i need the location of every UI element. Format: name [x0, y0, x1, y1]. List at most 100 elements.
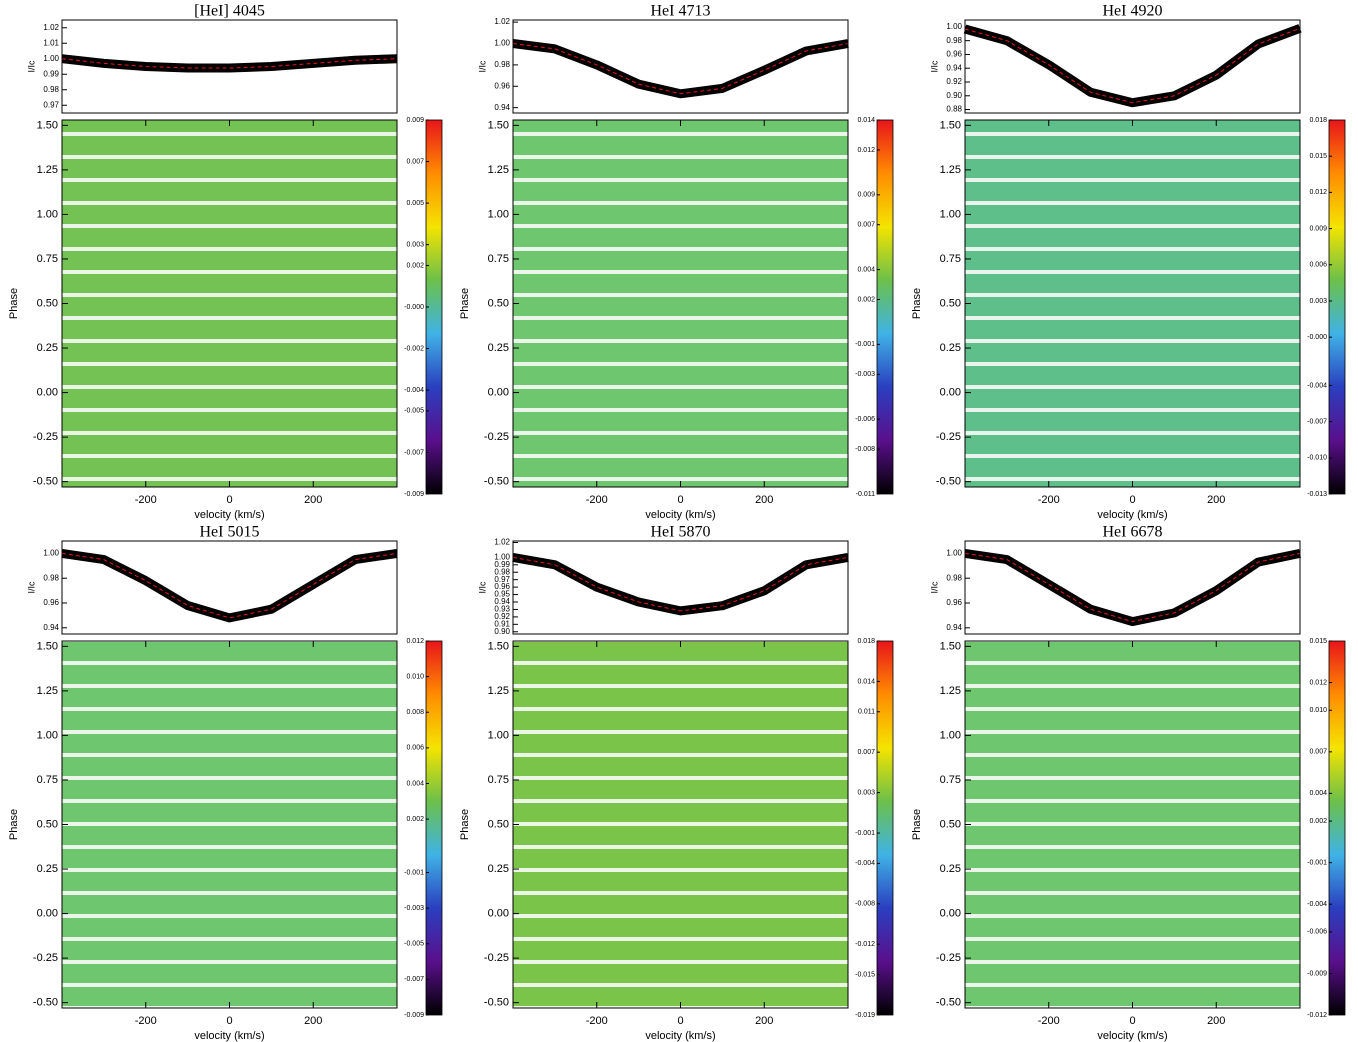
y-tick-label: 0.94 — [494, 597, 510, 606]
colorbar-tick-label: -0.001 — [855, 341, 875, 348]
y-axis-label: Phase — [8, 288, 20, 319]
y-tick-label: 0.93 — [494, 605, 510, 614]
colorbar — [1328, 119, 1346, 495]
x-axis-label: velocity (km/s) — [194, 1030, 264, 1042]
plot-frame — [61, 119, 398, 488]
colorbar-tick-label: 0.006 — [406, 745, 424, 752]
colorbar-tick-label: 0.011 — [858, 709, 875, 716]
y-tick-label: 1.25 — [488, 164, 509, 176]
profile-band — [61, 548, 398, 623]
y-tick-label: 1.50 — [488, 640, 509, 652]
mean-profile — [61, 58, 398, 69]
data-gaps — [965, 120, 1300, 487]
y-tick-label: -0.50 — [484, 476, 509, 488]
y-tick-label: 0.90 — [494, 627, 510, 636]
y-tick-label: 0.97 — [494, 575, 510, 584]
colorbar-tick-label: 0.007 — [1309, 749, 1327, 756]
y-tick-label: 0.75 — [488, 253, 509, 265]
x-tick-label: 200 — [304, 494, 322, 506]
profile-band — [964, 548, 1301, 627]
y-tick-label: -0.50 — [33, 476, 58, 488]
x-tick-label: -200 — [1038, 494, 1060, 506]
colorbar-tick-label: 0.004 — [857, 266, 875, 273]
y-tick-label: -0.25 — [484, 952, 509, 964]
plot-frame — [964, 540, 1301, 635]
y-tick-label: 0.94 — [43, 623, 59, 632]
x-tick-label: 0 — [677, 1015, 683, 1027]
colorbar-tick-label: -0.015 — [855, 971, 875, 978]
plot-frame — [964, 19, 1301, 114]
y-tick-label: 0.75 — [940, 253, 961, 265]
plot-frame — [512, 540, 849, 635]
colorbar-tick-label: -0.001 — [855, 830, 875, 837]
y-tick-label: 0.00 — [940, 386, 961, 398]
y-tick-label: 0.75 — [940, 774, 961, 786]
y-axis-label: Phase — [459, 288, 471, 319]
colorbar-tick-label: -0.000 — [1307, 334, 1327, 341]
y-tick-label: 0.96 — [494, 81, 510, 90]
colorbar-tick-label: -0.012 — [855, 941, 875, 948]
panel-title: [HeI] 4045 — [194, 3, 265, 20]
colorbar-tick-label: 0.003 — [1309, 298, 1327, 305]
x-tick-label: -200 — [1038, 1015, 1060, 1027]
colorbar-tick-label: 0.007 — [857, 222, 875, 229]
y-tick-label: 0.00 — [940, 907, 961, 919]
y-axis-label: I/Ic — [26, 581, 36, 594]
colorbar-tick-label: 0.004 — [406, 780, 424, 787]
y-tick-label: 1.00 — [488, 208, 509, 220]
colorbar-tick-label: 0.015 — [1309, 638, 1327, 645]
y-tick-label: -0.25 — [484, 431, 509, 443]
data-gaps — [965, 641, 1300, 1008]
x-tick-label: 0 — [677, 494, 683, 506]
plot-frame — [512, 19, 849, 114]
colorbar-tick-label: 0.010 — [1309, 707, 1327, 714]
y-tick-label: -0.50 — [936, 997, 961, 1009]
y-tick-label: 1.00 — [43, 549, 59, 558]
colorbar — [1328, 640, 1346, 1016]
colorbar-tick-label: 0.014 — [857, 117, 875, 124]
y-tick-label: 1.00 — [37, 208, 58, 220]
colorbar-tick-label: -0.000 — [404, 304, 424, 311]
y-tick-label: 0.00 — [488, 386, 509, 398]
colorbar-tick-label: 0.015 — [1309, 153, 1327, 160]
mean-profile — [512, 43, 849, 95]
x-axis-label: velocity (km/s) — [194, 509, 264, 521]
y-tick-label: 1.01 — [43, 38, 59, 47]
colorbar-tick-label: -0.008 — [855, 901, 875, 908]
y-tick-label: 1.25 — [37, 164, 58, 176]
x-axis-label: velocity (km/s) — [1097, 1030, 1167, 1042]
y-tick-label: 0.94 — [946, 63, 962, 72]
y-tick-label: -0.25 — [936, 431, 961, 443]
colorbar-tick-label: -0.004 — [1307, 382, 1327, 389]
x-tick-label: -200 — [586, 1015, 608, 1027]
y-tick-label: 1.00 — [37, 729, 58, 741]
y-tick-label: 1.50 — [940, 119, 961, 131]
y-tick-label: -0.50 — [484, 997, 509, 1009]
y-tick-label: 0.00 — [37, 907, 58, 919]
data-gaps — [62, 120, 397, 487]
colorbar-tick-label: 0.012 — [1309, 189, 1327, 196]
y-axis-label: Phase — [911, 288, 923, 319]
colorbar — [876, 119, 894, 495]
colorbar-tick-label: -0.005 — [404, 941, 424, 948]
colorbar-tick-label: 0.009 — [857, 192, 875, 199]
y-tick-label: 0.50 — [488, 818, 509, 830]
y-tick-label: 0.96 — [494, 582, 510, 591]
plot-frame — [61, 19, 398, 114]
y-tick-label: 1.02 — [43, 23, 59, 32]
y-tick-label: 1.25 — [940, 685, 961, 697]
y-tick-label: 0.91 — [494, 619, 510, 628]
colorbar-tick-label: -0.009 — [1307, 970, 1327, 977]
y-tick-label: 1.00 — [494, 552, 510, 561]
y-tick-label: 0.96 — [946, 50, 962, 59]
profile-band — [512, 552, 849, 616]
colorbar-tick-label: 0.002 — [406, 816, 424, 823]
y-axis-label: I/Ic — [477, 581, 487, 594]
y-tick-label: 0.97 — [43, 100, 59, 109]
colorbar-tick-label: -0.010 — [1307, 455, 1327, 462]
y-tick-label: 1.50 — [37, 640, 58, 652]
y-tick-label: 0.98 — [494, 567, 510, 576]
x-axis-label: velocity (km/s) — [645, 509, 715, 521]
colorbar-tick-label: -0.005 — [404, 408, 424, 415]
colorbar-tick-label: 0.002 — [857, 296, 875, 303]
